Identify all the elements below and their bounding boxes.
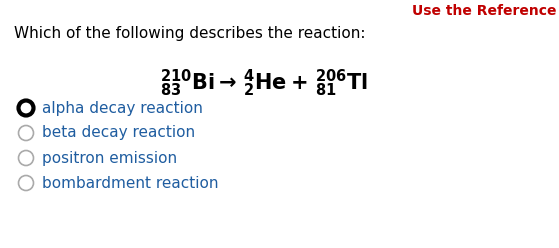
Text: bombardment reaction: bombardment reaction (42, 176, 219, 190)
Text: beta decay reaction: beta decay reaction (42, 125, 195, 141)
Text: Which of the following describes the reaction:: Which of the following describes the rea… (14, 26, 366, 41)
Text: $\mathbf{^{210}_{83}Bi \rightarrow \, ^{4}_{2}He + \, ^{206}_{81}Tl}$: $\mathbf{^{210}_{83}Bi \rightarrow \, ^{… (160, 68, 368, 99)
Text: Use the Reference: Use the Reference (413, 4, 557, 18)
Text: alpha decay reaction: alpha decay reaction (42, 100, 203, 116)
Text: positron emission: positron emission (42, 151, 177, 165)
